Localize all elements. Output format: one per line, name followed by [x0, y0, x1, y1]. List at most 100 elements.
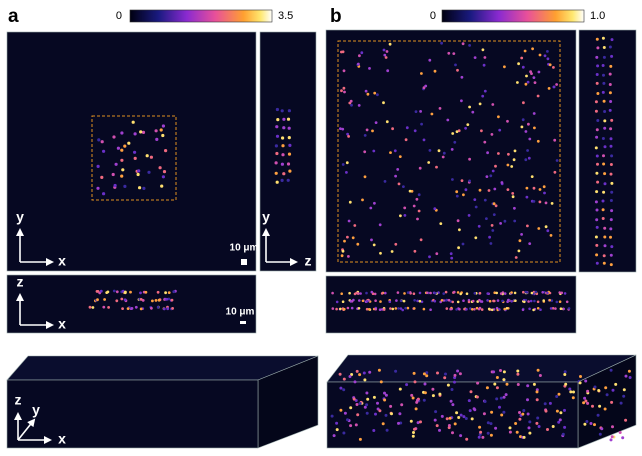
yz-view — [578, 29, 637, 273]
emitter — [546, 50, 549, 53]
emitter — [399, 299, 403, 303]
emitter — [399, 214, 402, 218]
emitter — [287, 136, 291, 140]
emitter — [365, 128, 369, 132]
emitter — [450, 256, 454, 260]
emitter — [167, 291, 171, 294]
emitter — [608, 83, 612, 86]
emitter — [593, 385, 597, 389]
emitter — [405, 126, 409, 130]
emitter — [595, 208, 599, 212]
emitter — [507, 152, 510, 156]
emitter — [411, 396, 415, 400]
emitter — [480, 129, 483, 133]
emitter — [502, 378, 506, 382]
emitter — [348, 375, 352, 378]
emitter — [494, 164, 497, 168]
emitter — [425, 291, 429, 295]
emitter — [583, 396, 587, 400]
emitter — [542, 185, 546, 189]
emitter — [523, 49, 527, 53]
emitter — [603, 145, 607, 149]
emitter — [115, 299, 119, 303]
emitter — [361, 299, 365, 303]
emitter — [393, 149, 397, 153]
emitter — [526, 384, 530, 388]
panel-label: a — [8, 6, 19, 27]
emitter — [429, 308, 432, 312]
emitter — [370, 238, 373, 242]
emitter — [477, 224, 481, 228]
emitter — [555, 409, 559, 413]
emitter — [96, 298, 99, 302]
emitter — [595, 225, 599, 229]
emitter — [368, 370, 372, 374]
emitter — [362, 371, 366, 375]
emitter — [139, 307, 143, 311]
colorbar — [129, 9, 273, 23]
scale-bar-label: 10 μm — [230, 243, 259, 254]
emitter — [91, 306, 95, 309]
emitter — [469, 390, 473, 394]
emitter — [492, 202, 496, 206]
emitter — [585, 420, 589, 423]
emitter — [282, 117, 286, 121]
emitter — [513, 149, 517, 153]
emitter — [340, 89, 343, 93]
emitter — [471, 110, 475, 114]
emitter — [355, 403, 359, 406]
emitter — [449, 252, 453, 256]
emitter — [339, 386, 343, 390]
emitter — [532, 200, 536, 203]
emitter — [376, 401, 379, 405]
emitter — [603, 226, 607, 230]
emitter — [517, 249, 521, 253]
emitter — [358, 437, 362, 441]
emitter — [543, 402, 547, 406]
emitter — [558, 418, 562, 422]
emitter — [449, 307, 452, 311]
panel-label: b — [330, 6, 342, 27]
emitter — [411, 434, 415, 438]
emitter — [281, 144, 285, 148]
emitter — [489, 242, 493, 245]
emitter — [490, 410, 494, 414]
emitter — [424, 84, 428, 88]
emitter — [492, 370, 496, 374]
emitter — [378, 308, 382, 312]
emitter — [505, 382, 509, 386]
emitter — [409, 291, 412, 294]
emitter — [417, 209, 421, 213]
emitter — [353, 292, 357, 296]
emitter — [382, 101, 385, 105]
emitter — [422, 372, 426, 376]
emitter — [335, 421, 339, 425]
emitter — [420, 122, 423, 126]
emitter — [167, 297, 171, 301]
emitter — [343, 307, 346, 311]
emitter — [603, 235, 607, 239]
emitter — [485, 217, 488, 221]
emitter — [438, 392, 442, 396]
emitter — [133, 156, 137, 160]
emitter — [553, 170, 557, 174]
emitter — [342, 431, 346, 435]
emitter — [535, 390, 539, 394]
emitter — [603, 244, 607, 248]
emitter — [465, 308, 468, 311]
emitter — [502, 410, 506, 414]
emitter — [433, 207, 437, 211]
emitter — [555, 159, 559, 162]
emitter — [379, 380, 383, 384]
emitter — [465, 292, 469, 296]
emitter — [286, 178, 290, 182]
emitter — [524, 158, 528, 162]
emitter — [486, 299, 489, 302]
emitter — [353, 224, 357, 227]
emitter — [346, 418, 349, 422]
emitter — [618, 431, 622, 434]
emitter — [448, 416, 452, 420]
emitter — [95, 290, 99, 293]
emitter — [603, 407, 607, 411]
emitter — [343, 90, 346, 94]
